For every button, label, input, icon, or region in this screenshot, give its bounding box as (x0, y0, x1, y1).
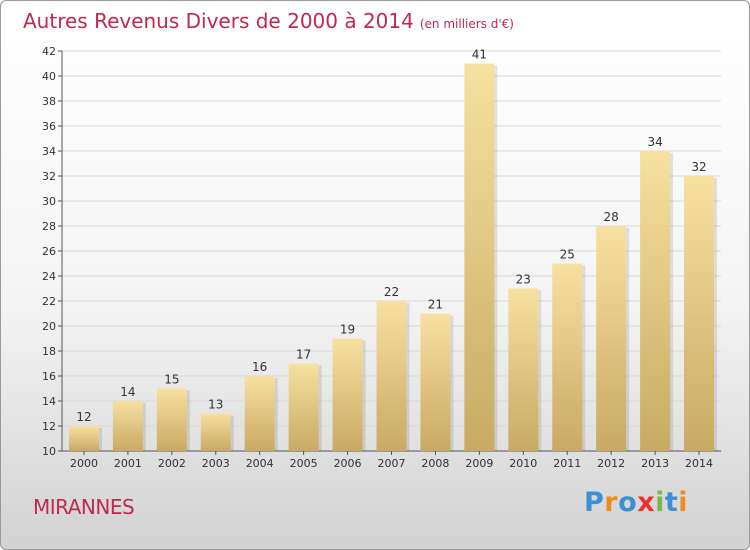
x-tick-label: 2003 (202, 457, 230, 470)
x-tick-label: 2010 (509, 457, 537, 470)
bar-2004 (244, 376, 275, 451)
x-tick-label: 2007 (378, 457, 406, 470)
data-label: 22 (384, 285, 399, 299)
x-tick-label: 2009 (465, 457, 493, 470)
bar-2013 (640, 151, 671, 451)
bar-2011 (552, 263, 583, 451)
y-tick-label: 26 (42, 245, 56, 258)
bar-2001 (112, 401, 143, 451)
y-tick-label: 22 (42, 295, 56, 308)
logo-letter: P (584, 487, 605, 518)
data-label: 21 (428, 298, 443, 312)
y-tick-label: 18 (42, 345, 56, 358)
logo-letter: x (637, 487, 656, 518)
x-tick-label: 2006 (334, 457, 362, 470)
data-label: 25 (560, 248, 575, 262)
bar-2009 (464, 63, 495, 451)
bar-2005 (288, 363, 319, 451)
bar-2002 (156, 388, 187, 451)
x-tick-label: 2005 (290, 457, 318, 470)
y-tick-label: 28 (42, 220, 56, 233)
y-tick-label: 12 (42, 420, 56, 433)
y-tick-label: 14 (42, 395, 56, 408)
y-tick-label: 32 (42, 170, 56, 183)
data-label: 14 (120, 385, 135, 399)
proxiti-logo: Proxiti (584, 487, 688, 518)
x-tick-label: 2000 (70, 457, 98, 470)
x-tick-label: 2001 (114, 457, 142, 470)
bar-2010 (508, 288, 539, 451)
data-label: 28 (604, 210, 619, 224)
y-tick-label: 20 (42, 320, 56, 333)
y-tick-label: 36 (42, 120, 56, 133)
x-tick-label: 2014 (685, 457, 713, 470)
data-label: 32 (691, 160, 706, 174)
bar-2003 (200, 413, 231, 451)
y-tick-label: 16 (42, 370, 56, 383)
chart-title-text: Autres Revenus Divers de 2000 à 2014 (23, 9, 414, 33)
bar-2012 (596, 226, 627, 451)
logo-letter: r (604, 487, 619, 518)
y-tick-label: 34 (42, 145, 56, 158)
data-label: 16 (252, 360, 267, 374)
bar-2006 (332, 338, 363, 451)
bar-2007 (376, 301, 407, 451)
y-tick-label: 42 (42, 45, 56, 58)
y-tick-label: 30 (42, 195, 56, 208)
data-label: 12 (76, 410, 91, 424)
x-tick-label: 2012 (597, 457, 625, 470)
x-tick-label: 2011 (553, 457, 581, 470)
commune-name: MIRANNES (33, 495, 135, 519)
x-tick-label: 2004 (246, 457, 274, 470)
bar-2014 (684, 176, 715, 451)
logo-letter: o (618, 487, 638, 518)
logo-letter: i (655, 487, 665, 518)
data-labels: 12 14 15 13 16 17 19 22 21 41 23 25 28 34 32 (76, 48, 706, 425)
chart-unit: (en milliers d'€) (419, 17, 514, 31)
bars (68, 63, 718, 451)
chart-title: Autres Revenus Divers de 2000 à 2014 (en … (23, 9, 514, 33)
x-tick-label: 2013 (641, 457, 669, 470)
y-tick-label: 40 (42, 70, 56, 83)
y-tick-label: 10 (42, 445, 56, 458)
data-label: 23 (516, 273, 531, 287)
logo-letter: i (678, 487, 689, 518)
data-label: 34 (647, 135, 662, 149)
x-tick-label: 2002 (158, 457, 186, 470)
bar-2000 (68, 426, 99, 451)
y-tick-label: 38 (42, 95, 56, 108)
data-label: 15 (164, 373, 179, 387)
data-label: 13 (208, 398, 223, 412)
y-tick-label: 24 (42, 270, 56, 283)
x-tick-label: 2008 (421, 457, 449, 470)
logo-letter: t (664, 487, 679, 518)
data-label: 19 (340, 323, 355, 337)
bar-2008 (420, 313, 451, 451)
data-label: 17 (296, 348, 311, 362)
data-label: 41 (472, 48, 487, 62)
